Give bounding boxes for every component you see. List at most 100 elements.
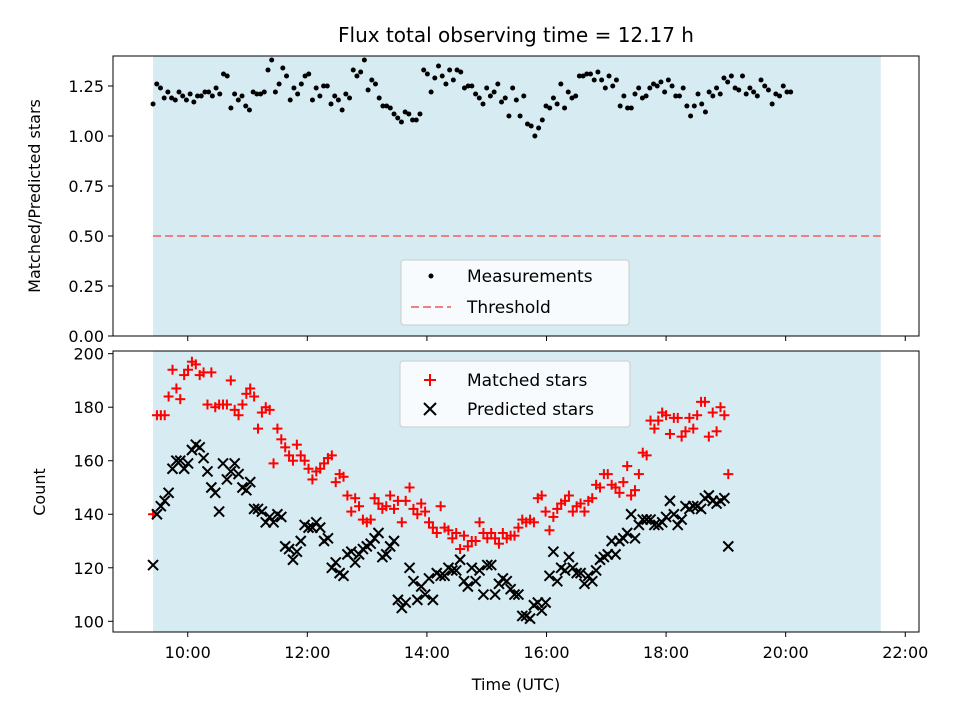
ratio-y-tick-label: 1.00 (68, 127, 104, 146)
predicted-star-point (182, 457, 194, 470)
measurement-point (454, 67, 460, 73)
measurement-point (328, 101, 334, 107)
measurement-point (439, 73, 445, 79)
measurement-point (198, 93, 204, 99)
measurement-point (395, 115, 401, 121)
measurement-point (684, 103, 690, 109)
measurement-point (276, 81, 282, 87)
matched-star-point (680, 426, 691, 437)
matched-star-point (513, 522, 524, 533)
measurement-point (565, 89, 571, 95)
measurement-point (595, 69, 601, 75)
predicted-star-point (314, 521, 326, 534)
measurement-point (665, 77, 671, 83)
measurement-point (528, 123, 534, 129)
measurement-point (417, 111, 423, 117)
measurement-point (777, 93, 783, 99)
predicted-star-point (213, 505, 225, 518)
measurement-point (484, 85, 490, 91)
matched-star-point (171, 383, 182, 394)
measurement-point (580, 73, 586, 79)
matched-star-point (272, 423, 283, 434)
predicted-star-point (302, 521, 315, 534)
matched-star-point (699, 396, 710, 407)
measurement-point (639, 95, 645, 101)
matched-star-point (653, 415, 664, 426)
measurement-point (621, 93, 627, 99)
measurement-point (183, 97, 189, 103)
matched-star-point (692, 410, 703, 421)
measurement-point (725, 79, 731, 85)
measurement-point (532, 133, 538, 139)
measurement-point (284, 73, 290, 79)
ratio-legend: Measurements Threshold (400, 259, 630, 326)
measurement-point (243, 103, 249, 109)
matched-star-point (389, 503, 400, 514)
measurement-point (213, 85, 219, 91)
matched-star-point (548, 511, 559, 522)
matched-star-point (560, 495, 571, 506)
measurement-point (358, 69, 364, 75)
measurement-point (539, 117, 545, 123)
predicted-star-point (648, 519, 661, 531)
legend-label-measurements: Measurements (467, 267, 593, 287)
predicted-star-point (388, 535, 400, 547)
predicted-star-point (695, 503, 707, 515)
matched-star-point (626, 490, 637, 501)
measurement-point (217, 91, 223, 97)
predicted-star-point (469, 575, 482, 587)
matched-star-point (536, 490, 547, 501)
predicted-star-point (423, 572, 435, 585)
measurement-point (576, 73, 582, 79)
measurement-point (714, 85, 720, 91)
measurement-point (313, 85, 319, 91)
measurement-point (150, 101, 156, 107)
measurement-point (751, 89, 757, 95)
matched-star-point (350, 493, 361, 504)
count-y-tick-label: 180 (73, 398, 104, 417)
predicted-star-point (466, 562, 478, 574)
ratio-y-tick-label: 1.25 (68, 77, 104, 96)
measurement-point (569, 95, 575, 101)
matched-star-point (315, 463, 326, 474)
measurement-point (610, 83, 616, 89)
matched-star-point (719, 410, 730, 421)
measurement-point (606, 73, 612, 79)
measurement-point (332, 93, 338, 99)
measurement-point (739, 73, 745, 79)
matched-star-point (369, 493, 380, 504)
x-tick-label: 16:00 (523, 643, 569, 662)
predicted-star-point (232, 468, 245, 480)
predicted-star-point (477, 588, 490, 601)
matched-star-point (614, 487, 625, 498)
measurement-point (502, 95, 508, 101)
predicted-star-point (147, 559, 159, 571)
predicted-star-point (454, 554, 466, 566)
predicted-star-point (193, 441, 206, 454)
measurement-point (421, 67, 427, 73)
measurement-point (765, 87, 771, 93)
predicted-star-point (345, 546, 357, 558)
measurement-point (250, 89, 256, 95)
matched-star-point (684, 412, 695, 423)
predicted-star-point (625, 508, 637, 520)
measurement-point (788, 89, 794, 95)
predicted-star-point (617, 532, 630, 545)
matched-star-point (486, 527, 497, 538)
measurement-point (491, 89, 497, 95)
predicted-star-point (225, 465, 237, 478)
measurement-point (710, 93, 716, 99)
predicted-star-point (458, 575, 470, 587)
predicted-star-point (524, 612, 536, 625)
measurement-point (206, 89, 212, 95)
matched-star-point (183, 364, 194, 375)
measurement-point (291, 85, 297, 91)
measurement-point (402, 109, 408, 115)
count-y-tick-label: 160 (73, 452, 104, 471)
predicted-star-point (178, 463, 190, 475)
predicted-star-point (660, 511, 672, 523)
matched-star-point (493, 538, 504, 549)
predicted-star-point (578, 578, 591, 590)
predicted-star-point (644, 513, 657, 526)
predicted-star-point (330, 556, 342, 569)
